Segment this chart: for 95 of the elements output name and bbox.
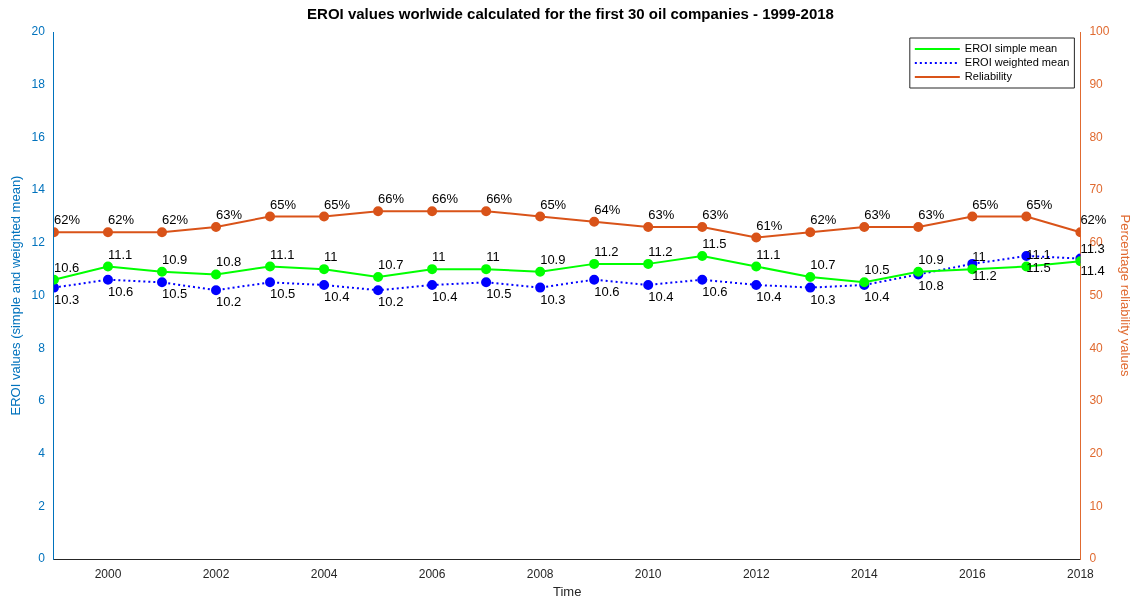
data-label: 11 — [972, 249, 986, 265]
data-label: 62% — [161, 212, 189, 228]
x-tick-label: 2018 — [1067, 566, 1095, 581]
y-tick-label: 12 — [31, 235, 46, 250]
data-label: 66% — [378, 191, 405, 207]
data-label: 10.7 — [810, 257, 836, 273]
y-tick-label: 6 — [38, 393, 46, 408]
data-label: 10.7 — [378, 257, 404, 273]
data-label: 10.9 — [540, 251, 566, 267]
y-tick-label: 2 — [38, 498, 46, 513]
data-label: 61% — [756, 217, 783, 233]
y-tick-label: 14 — [31, 182, 46, 197]
data-label: 11 — [486, 249, 500, 265]
y2-axis-title: Percentage reliability values — [1117, 214, 1133, 377]
y2-tick-label: 90 — [1089, 77, 1104, 92]
y2-tick-label: 0 — [1089, 551, 1097, 566]
x-tick-label: 2014 — [850, 566, 878, 581]
data-label: 10.5 — [864, 262, 890, 278]
x-axis-title: Time — [552, 583, 582, 599]
x-tick-label: 2006 — [418, 566, 446, 581]
data-label: 11.2 — [972, 267, 997, 283]
data-label: 10.5 — [486, 286, 512, 302]
data-label: 10.2 — [216, 294, 242, 310]
data-label: 62% — [107, 212, 135, 228]
data-label: 65% — [972, 196, 999, 212]
data-label: 10.9 — [161, 251, 188, 267]
data-label: 64% — [594, 201, 621, 217]
data-label: 11 — [324, 249, 338, 265]
y2-tick-label: 30 — [1089, 393, 1104, 408]
data-label: 11.5 — [702, 236, 727, 252]
data-label: 10.4 — [324, 289, 350, 305]
data-label: 63% — [702, 207, 729, 223]
data-label: 10.3 — [540, 291, 566, 307]
y2-tick-label: 50 — [1089, 287, 1104, 302]
data-label: 10.4 — [648, 289, 674, 305]
data-label: 10.4 — [864, 289, 890, 305]
data-label: 65% — [540, 196, 567, 212]
data-label: 10.6 — [107, 283, 134, 299]
y2-tick-label: 100 — [1089, 24, 1110, 39]
data-label: 65% — [324, 196, 351, 212]
legend-label: Reliability — [964, 70, 1013, 83]
x-tick-label: 2012 — [742, 566, 770, 581]
data-label: 10.2 — [378, 294, 404, 310]
x-tick-label: 2004 — [310, 566, 338, 581]
data-label: 65% — [1026, 196, 1053, 212]
data-label: 10.6 — [53, 259, 80, 275]
data-label: 10.6 — [594, 283, 620, 299]
data-label: 10.8 — [918, 278, 944, 294]
data-label: 11.2 — [648, 243, 673, 259]
y-tick-label: 20 — [31, 24, 46, 39]
legend-label: EROI weighted mean — [964, 56, 1070, 69]
data-label: 11.2 — [594, 243, 619, 259]
data-label: 10.5 — [161, 286, 188, 302]
data-label: 65% — [270, 196, 297, 212]
chart-title: EROI values worlwide calculated for the first 30 oil companies - 1999-2018 — [307, 5, 834, 23]
data-label: 66% — [486, 191, 513, 207]
data-label: 10.4 — [756, 289, 782, 305]
legend-label: EROI simple mean — [964, 42, 1058, 55]
data-label: 11 — [432, 249, 446, 265]
data-label: 63% — [216, 207, 243, 223]
data-label: 11.1 — [107, 246, 133, 262]
y-tick-label: 4 — [38, 445, 46, 460]
x-tick-label: 2000 — [94, 566, 122, 581]
data-label: 11.1 — [270, 246, 295, 262]
x-tick-label: 2002 — [202, 566, 230, 581]
data-label: 11.1 — [756, 246, 781, 262]
data-label: 10.3 — [810, 291, 836, 307]
y-tick-label: 0 — [38, 551, 46, 566]
y-tick-label: 10 — [31, 287, 46, 302]
y-axis-title: EROI values (simple and weighted mean) — [8, 175, 24, 416]
data-label: 10.9 — [918, 251, 944, 267]
data-label: 62% — [810, 212, 837, 228]
data-label: 10.5 — [270, 286, 296, 302]
data-label: 11.4 — [1080, 262, 1105, 278]
data-label: 62% — [53, 212, 81, 228]
y-tick-label: 8 — [38, 340, 46, 355]
data-label: 10.4 — [432, 289, 458, 305]
data-label: 10.8 — [216, 254, 242, 270]
y2-tick-label: 70 — [1089, 182, 1104, 197]
x-tick-label: 2016 — [958, 566, 986, 581]
y-tick-label: 18 — [31, 77, 46, 92]
y2-tick-label: 10 — [1089, 498, 1104, 513]
data-label: 66% — [432, 191, 459, 207]
x-tick-label: 2010 — [634, 566, 662, 581]
data-label: 63% — [918, 207, 945, 223]
y-tick-label: 16 — [31, 129, 46, 144]
data-label: 10.6 — [702, 283, 728, 299]
data-label: 62% — [1080, 212, 1107, 228]
x-tick-label: 2008 — [526, 566, 554, 581]
data-label: 10.3 — [53, 291, 80, 307]
data-label: 63% — [648, 207, 675, 223]
y2-tick-label: 80 — [1089, 129, 1104, 144]
data-label: 63% — [864, 207, 891, 223]
y2-tick-label: 40 — [1089, 340, 1104, 355]
y2-tick-label: 20 — [1089, 445, 1104, 460]
